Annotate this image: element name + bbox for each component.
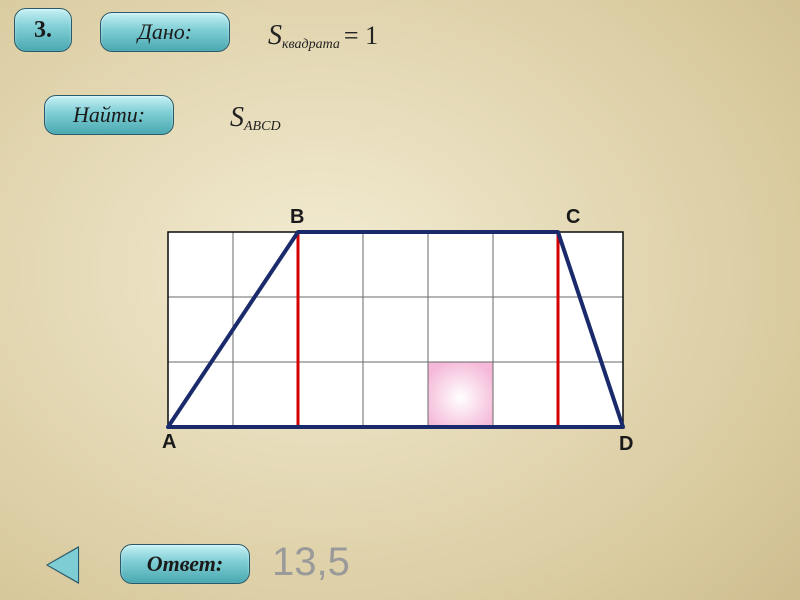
vertex-label-d: D bbox=[619, 433, 633, 456]
vertex-label-a: А bbox=[162, 431, 176, 454]
vertex-label-c: С bbox=[566, 206, 580, 229]
find-var: S bbox=[230, 102, 244, 134]
find-sub: ABCD bbox=[244, 119, 281, 135]
given-rhs: = 1 bbox=[344, 21, 378, 51]
nav-prev-button[interactable] bbox=[48, 548, 78, 582]
geometry-diagram: А В С D bbox=[156, 212, 646, 492]
problem-number-badge: 3. bbox=[14, 8, 72, 52]
given-label: Дано: bbox=[138, 19, 192, 45]
diagram-svg bbox=[156, 212, 646, 492]
vertex-label-b: В bbox=[290, 206, 304, 229]
find-label: Найти: bbox=[73, 102, 145, 128]
answer-label-pill[interactable]: Ответ: bbox=[120, 544, 250, 584]
find-formula: S ABCD bbox=[230, 102, 281, 134]
problem-number: 3. bbox=[34, 17, 52, 44]
given-formula: S квадрата = 1 bbox=[268, 20, 382, 52]
given-sub: квадрата bbox=[282, 37, 340, 53]
answer-value: 13,5 bbox=[272, 540, 350, 585]
given-label-pill: Дано: bbox=[100, 12, 230, 52]
answer-label: Ответ: bbox=[147, 551, 223, 577]
given-var: S bbox=[268, 20, 282, 52]
find-label-pill: Найти: bbox=[44, 95, 174, 135]
